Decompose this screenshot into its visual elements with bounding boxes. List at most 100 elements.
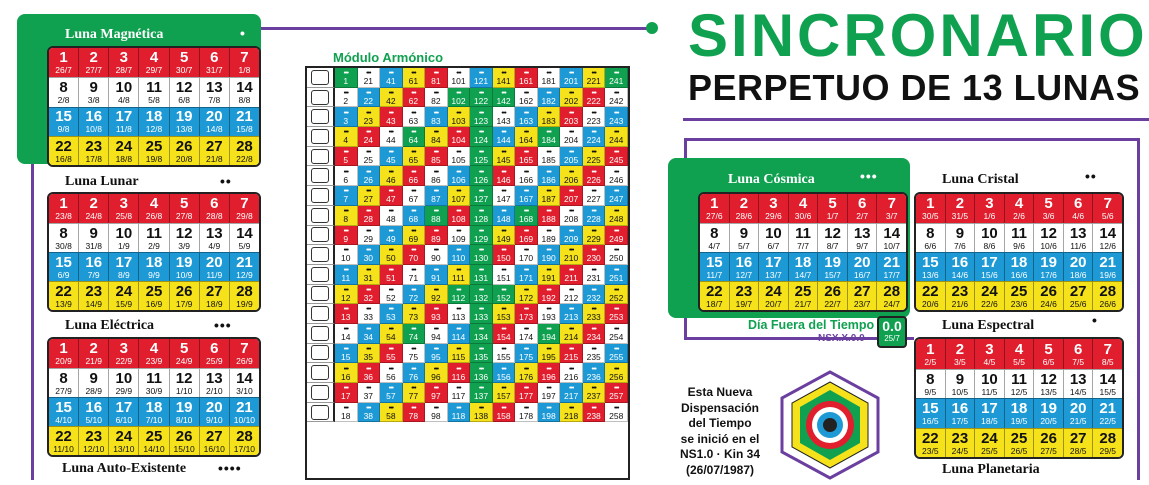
moon-day-cell: 8 30/8 [49, 224, 80, 252]
tone-dots-icon: ••• [523, 306, 529, 314]
kin-cell: ••• 238 [582, 402, 606, 423]
moon-day-cell: 14 10/7 [877, 224, 906, 252]
tone-dots-icon: ••• [343, 326, 349, 334]
moon-day-number: 16 [951, 253, 969, 271]
moon-week-row: 1 26/7 2 27/7 3 28/7 4 29/7 5 30/7 6 31/7 7 1/8 [49, 48, 259, 78]
kin-number: 191 [541, 273, 556, 284]
moon-day-date: 9/9 [148, 269, 160, 280]
moon-day-date: 1/8 [238, 65, 251, 76]
kin-number: 174 [518, 332, 534, 343]
kin-number: 152 [496, 292, 511, 303]
moon-day-cell: 2 21/9 [79, 339, 110, 368]
kin-cell: ••• 185 [537, 146, 561, 167]
moon-day-cell: 27 25/6 [1064, 282, 1094, 310]
moon-day-number: 7 [240, 340, 249, 358]
tone-dots-icon: ••• [343, 286, 349, 294]
kin-number: 227 [586, 194, 601, 205]
tone-dots-icon: ••• [523, 188, 529, 196]
kin-cell: ••• 205 [560, 146, 583, 167]
moon-day-date: 20/8 [175, 153, 193, 164]
moon-day-date: 17/7 [883, 269, 901, 280]
kin-cell: ••• 150 [492, 245, 516, 265]
tone-dots-icon: ••• [456, 168, 461, 176]
moon-day-number: 20 [853, 253, 871, 271]
tone-dots-icon: ••• [501, 326, 506, 334]
moon-day-cell: 19 13/8 [170, 107, 200, 136]
tone-dots-icon: ••• [478, 89, 484, 97]
tone-dots-icon: ••• [478, 129, 484, 137]
moon-day-cell: 20 9/10 [200, 398, 230, 426]
kin-cell: ••• 97 [425, 383, 448, 403]
kin-cell: ••• 147 [492, 186, 516, 206]
kin-cell: ••• 252 [605, 284, 628, 305]
kin-cell: ••• 208 [560, 205, 583, 226]
kin-cell: ••• 204 [560, 127, 583, 147]
kin-number: 150 [496, 253, 511, 264]
seal-glyph-icon [307, 284, 335, 305]
kin-cell: ••• 106 [447, 166, 471, 187]
tone-dots-icon: ••• [366, 247, 371, 255]
kin-cell: ••• 62 [402, 87, 426, 108]
tone-dots-icon: ••• [591, 89, 597, 97]
kin-cell: ••• 241 [605, 68, 628, 88]
moon-label-espectral: Luna Espectral [942, 318, 1035, 333]
kin-cell: ••• 65 [402, 146, 426, 167]
kin-cell: ••• 166 [515, 166, 538, 187]
kin-number: 16 [341, 371, 351, 382]
tone-dots-icon: ••• [568, 247, 574, 255]
moon-day-date: 14/6 [951, 269, 969, 280]
moon-day-date: 5/7 [737, 240, 750, 251]
moon-day-number: 20 [205, 398, 223, 416]
kin-number: 61 [408, 76, 419, 87]
moon-day-number: 21 [1099, 400, 1117, 417]
kin-cell: ••• 167 [515, 186, 538, 206]
tone-dots-icon: ••• [411, 188, 416, 196]
kin-number: 85 [431, 154, 441, 165]
kin-number: 122 [473, 95, 489, 106]
kin-number: 4 [343, 135, 349, 146]
kin-cell: ••• 43 [380, 107, 403, 128]
moon-day-date: 7/6 [953, 240, 966, 251]
moon-day-cell: 7 29/8 [230, 194, 259, 223]
kin-number: 62 [408, 95, 419, 106]
moon-day-date: 9/5 [924, 386, 937, 397]
moon-day-number: 4 [149, 340, 159, 358]
moon-day-cell: 24 18/8 [109, 136, 140, 165]
moon-week-row: 22 16/8 23 17/8 24 18/8 25 19/8 26 20/8 27 21/8 28 22… [49, 135, 259, 165]
moon-day-cell: 3 25/8 [109, 194, 140, 223]
tone-dots-icon: ••• [433, 306, 439, 314]
moon-day-number: 24 [115, 282, 133, 300]
tone-dots-icon: ••• [433, 404, 439, 412]
kin-number: 117 [451, 391, 466, 402]
moon-day-cell: 10 6/7 [759, 224, 789, 252]
kin-cell: ••• 156 [492, 363, 516, 383]
moon-day-cell: 11 7/7 [789, 224, 819, 252]
kin-cell: ••• 114 [447, 323, 471, 344]
moon-day-number: 12 [175, 224, 193, 242]
tone-dots-icon: ••• [614, 345, 619, 353]
tone-dots-icon: ••• [523, 129, 529, 137]
seal-glyph-icon [307, 402, 335, 423]
tone-dots-icon: ••• [568, 385, 574, 393]
kin-number: 55 [386, 351, 396, 362]
tone-dots-icon: ••• [546, 89, 551, 97]
moon-day-date: 7/9 [87, 269, 100, 280]
moon-day-date: 29/5 [1099, 445, 1117, 456]
dia-fuera-code: NSX.X.0.0 [818, 333, 865, 344]
page-title: SINCRONARIO [688, 2, 1148, 69]
tone-dots-icon: ••• [523, 109, 529, 117]
moon-day-date: 9/6 [1013, 240, 1025, 251]
moon-day-number: 21 [236, 398, 253, 416]
seal-glyph-icon [307, 264, 335, 285]
tone-dots-icon: ••• [388, 188, 394, 196]
kin-number: 94 [431, 332, 441, 343]
moon-day-cell: 13 4/9 [200, 224, 230, 252]
moon-day-cell: 21 17/7 [877, 253, 906, 281]
moon-day-cell: 1 26/7 [49, 48, 80, 78]
kin-number: 126 [473, 174, 489, 185]
kin-number: 98 [431, 410, 441, 421]
hexagon-emblem-icon [780, 370, 880, 480]
moon-day-number: 9 [89, 369, 98, 387]
moon-day-number: 10 [115, 79, 133, 97]
tone-dots-icon: ••• [614, 188, 619, 196]
